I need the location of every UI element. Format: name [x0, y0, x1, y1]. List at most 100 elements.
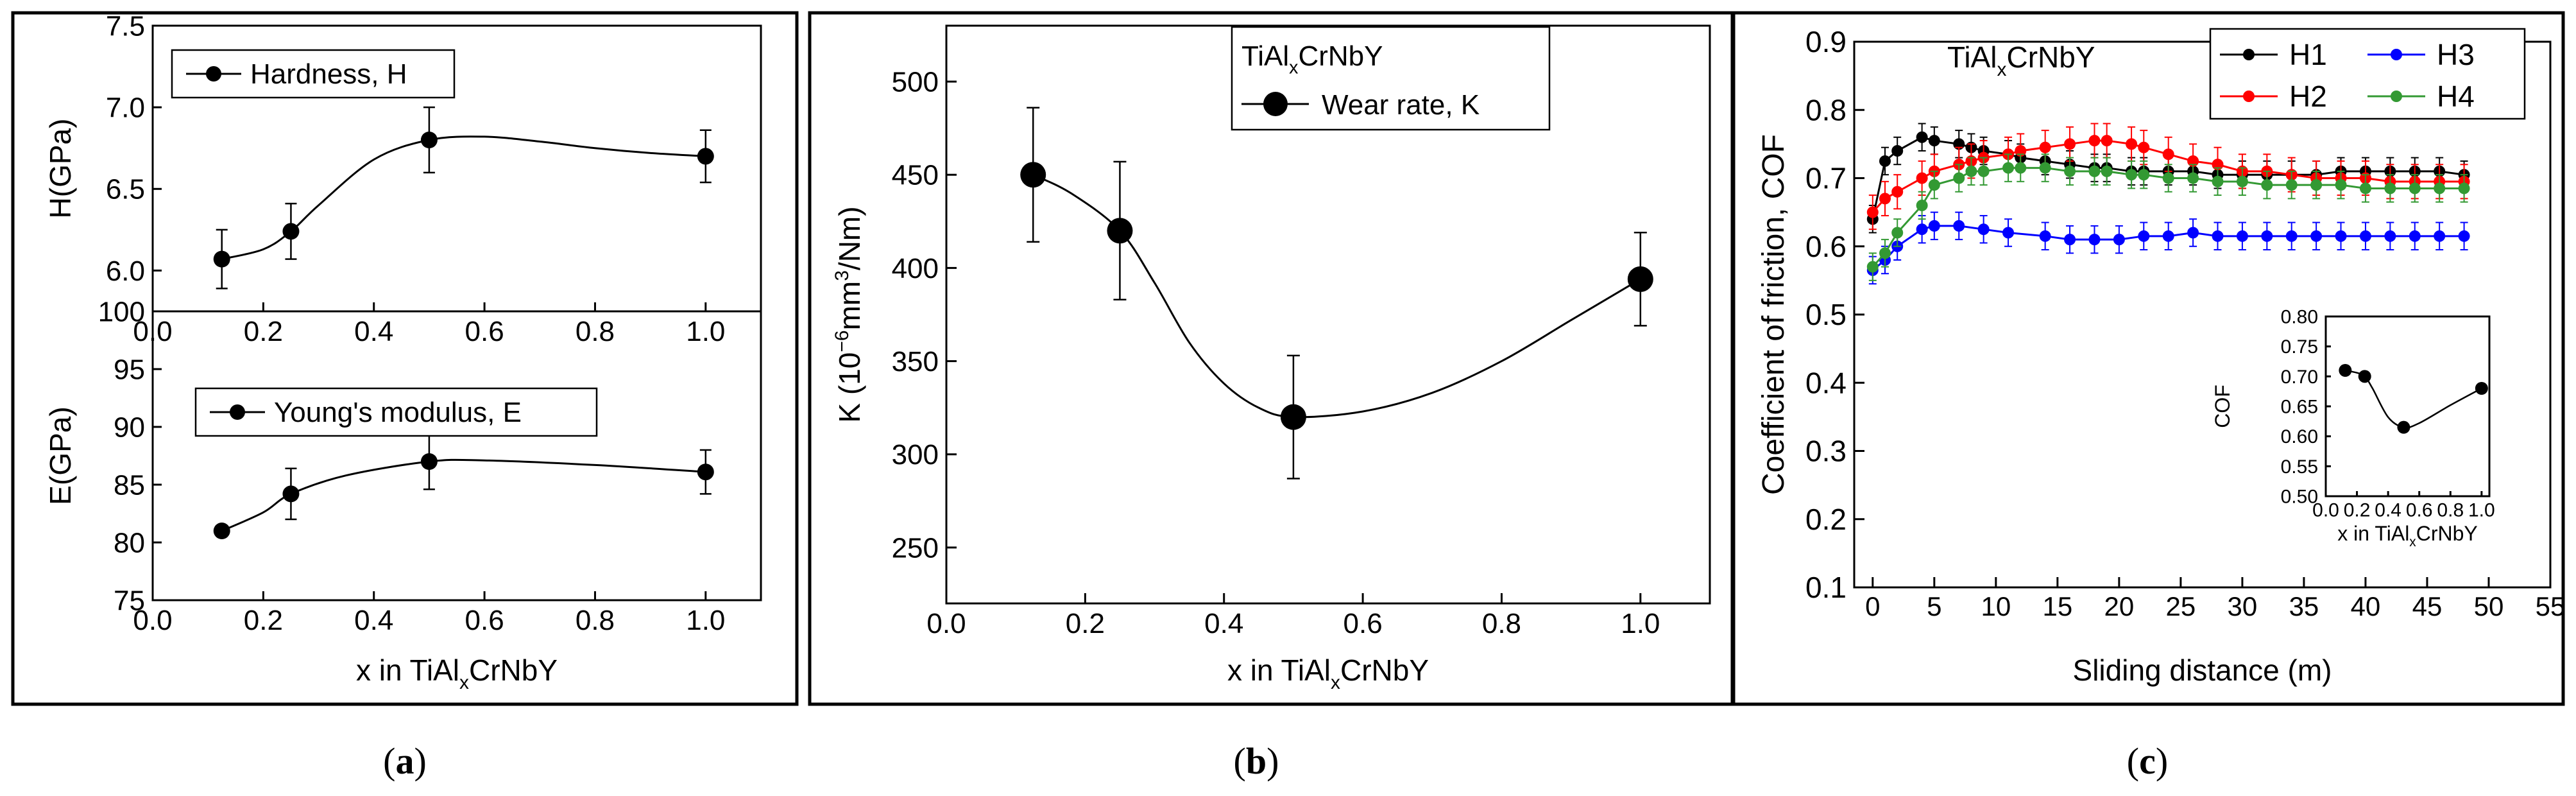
xtick-c-label: 35 — [2289, 591, 2319, 621]
xtick-b-label: 1.0 — [1621, 608, 1660, 639]
ytick-b-label: 450 — [892, 160, 939, 191]
point-H3 — [2384, 230, 2396, 242]
ytick-modulus-label: 90 — [114, 411, 145, 443]
xlabel-b-main: x in TiAl — [1227, 653, 1331, 687]
ytick-modulus-label: 100 — [98, 296, 145, 327]
xlabel-a-main: x in TiAl — [356, 653, 459, 687]
xlabel-b-sub: x — [1331, 672, 1340, 693]
point-H3 — [2187, 227, 2199, 239]
point-H2 — [1866, 206, 1879, 218]
inset-ytick-label: 0.50 — [2281, 487, 2318, 508]
ylabel-b-main: K (10 — [833, 352, 866, 423]
panel-label-c: (c) — [2127, 740, 2168, 782]
legend-label-H2: H2 — [2289, 80, 2327, 113]
ytick-c-label: 0.5 — [1805, 298, 1847, 331]
ytick-modulus-label: 75 — [114, 585, 145, 616]
xtick-c-label: 25 — [2166, 591, 2196, 621]
title-c-post: CrNbY — [2006, 40, 2095, 74]
point-H3 — [2162, 230, 2174, 242]
point-H3 — [2285, 230, 2298, 242]
point-H2 — [2101, 135, 2113, 147]
legend-marker-H1 — [2243, 49, 2255, 60]
point-H2 — [2126, 138, 2138, 150]
ylabel-b-sup2: 3 — [832, 270, 853, 281]
xtick-b-label: 0.8 — [1482, 608, 1521, 639]
xtick-hardness-label: 0.8 — [576, 316, 615, 347]
panel-a-frame — [11, 11, 799, 706]
ytick-hardness-label: 6.5 — [106, 174, 145, 205]
ytick-b-label: 400 — [892, 253, 939, 284]
point-H3 — [2113, 234, 2125, 246]
point-H4 — [1953, 172, 1965, 184]
legend-title-b-main: TiAl — [1241, 40, 1289, 72]
point-H3 — [2359, 230, 2371, 242]
point-wear-rate — [1627, 266, 1653, 292]
ytick-hardness-label: 6.0 — [106, 255, 145, 287]
legend-box-c — [2209, 28, 2526, 120]
ytick-c-label: 0.9 — [1805, 25, 1847, 58]
inset-ytick-label: 0.60 — [2281, 426, 2318, 447]
point-H3 — [2138, 230, 2150, 242]
point-H2 — [2088, 135, 2101, 147]
point-hardness — [282, 223, 300, 240]
point-H3 — [2434, 230, 2446, 242]
point-H1 — [1928, 135, 1940, 147]
xtick-b-label: 0.2 — [1066, 608, 1105, 639]
xtick-modulus-label: 1.0 — [686, 605, 725, 636]
panel-a: 6.0 6.5 7.0 7.5 0.0 0.2 0.4 0.6 0.8 1.0 H(GPa) Hard… — [44, 10, 762, 693]
point-H4 — [2088, 165, 2101, 177]
point-H4 — [2335, 179, 2347, 191]
ytick-c-label: 0.2 — [1805, 503, 1847, 536]
point-H3 — [1953, 220, 1965, 232]
point-H4 — [2434, 182, 2446, 195]
xtick-c-label: 10 — [1981, 591, 2011, 621]
ylabel-b-mid: mm — [833, 281, 866, 331]
point-H4 — [1977, 165, 1990, 177]
point-H4 — [2138, 169, 2150, 181]
inset-axes — [2324, 315, 2491, 498]
point-modulus — [213, 523, 230, 539]
ylabel-hardness: H(GPa) — [44, 119, 77, 219]
point-hardness — [420, 132, 438, 148]
xtick-c-label: 55 — [2536, 591, 2566, 621]
point-H4 — [2212, 175, 2224, 187]
inset-point — [2475, 382, 2488, 395]
ytick-b-label: 250 — [892, 532, 939, 564]
inset-xtick-label: 0.8 — [2437, 500, 2464, 521]
point-H2 — [2138, 141, 2150, 153]
point-H4 — [2002, 162, 2015, 174]
point-H1 — [1916, 131, 1928, 143]
point-H3 — [2088, 234, 2101, 246]
point-modulus — [697, 463, 714, 481]
point-H4 — [2384, 182, 2396, 195]
legend-label-b: Wear rate, K — [1322, 89, 1480, 121]
legend-marker-b — [1263, 92, 1288, 116]
curve-wear-rate — [1032, 173, 1641, 419]
inset-xtick-label: 0.4 — [2375, 500, 2401, 521]
ytick-b-label: 300 — [892, 439, 939, 471]
inset-xlabel-sub: x — [2409, 535, 2416, 549]
legend-label-modulus: Young's modulus, E — [274, 397, 522, 428]
point-H3 — [2335, 230, 2347, 242]
point-H3 — [2064, 234, 2076, 246]
ytick-hardness-label: 7.0 — [106, 92, 145, 124]
point-wear-rate — [1020, 162, 1046, 188]
legend-title-b-post: CrNbY — [1298, 40, 1383, 72]
point-H4 — [2236, 175, 2248, 187]
inset-xlabel-post: CrNbY — [2416, 522, 2478, 545]
point-hardness — [213, 250, 230, 268]
point-H4 — [2409, 182, 2421, 195]
ytick-c-label: 0.1 — [1805, 571, 1847, 604]
point-H2 — [1916, 172, 1928, 184]
point-H4 — [1879, 247, 1891, 259]
inset-ytick-label: 0.55 — [2281, 456, 2318, 478]
ylabel-b-post: /Nm) — [833, 206, 866, 270]
point-H1 — [1879, 155, 1891, 167]
point-H4 — [2261, 179, 2273, 191]
legend-title-b: TiAlxCrNbY — [1241, 40, 1383, 78]
point-H3 — [1928, 220, 1940, 232]
point-H4 — [2162, 172, 2174, 184]
panel-c-frame — [1730, 11, 2565, 706]
point-H4 — [2039, 162, 2051, 174]
axes-b — [945, 24, 1711, 605]
